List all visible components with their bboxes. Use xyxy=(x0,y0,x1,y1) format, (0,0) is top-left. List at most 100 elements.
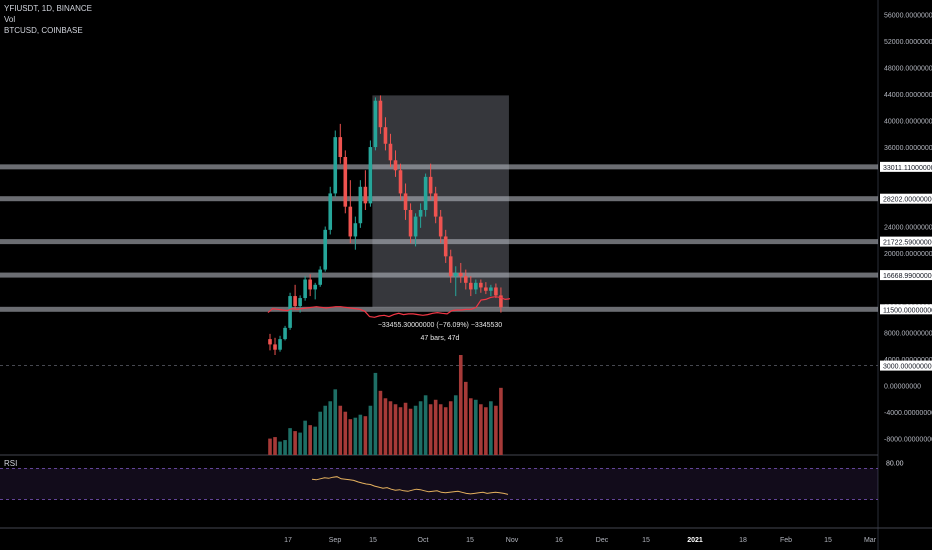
candle-body xyxy=(323,229,328,270)
x-tick-label: 15 xyxy=(369,537,377,544)
candle-body xyxy=(368,147,373,204)
level-price-label: 11500.00000000 xyxy=(883,307,932,314)
level-price-box xyxy=(880,304,932,315)
candle-body xyxy=(428,176,433,194)
candle-body xyxy=(494,287,498,296)
candle-body xyxy=(318,269,322,285)
volume-bar xyxy=(499,387,503,455)
candle-body xyxy=(458,272,463,277)
candle-body xyxy=(438,216,443,237)
x-tick-label: Nov xyxy=(506,537,519,544)
measure-change: −33455.30000000 (−76.09%) −3345530 xyxy=(377,322,503,329)
rsi-band xyxy=(0,468,878,500)
time-axis[interactable]: 17 Sep 15 Oct 15 Nov 16 Dec 15 2021 18 Feb 15 Mar xyxy=(284,537,877,544)
volume-bars xyxy=(268,355,503,455)
horizontal-level-line xyxy=(0,272,878,278)
volume-bar xyxy=(438,404,443,455)
candle-body xyxy=(479,282,483,288)
candle-body xyxy=(418,209,423,217)
candle-body xyxy=(398,170,403,194)
volume-bar xyxy=(433,399,438,455)
level-price-box xyxy=(880,161,932,172)
volume-bar xyxy=(474,399,478,455)
candle-body xyxy=(328,193,333,230)
y-tick-label: 36000.00000000 xyxy=(884,145,932,152)
candle-body xyxy=(469,282,473,290)
volume-bar xyxy=(318,411,322,455)
candle-body xyxy=(408,209,413,237)
volume-bar xyxy=(358,414,363,455)
volume-bar xyxy=(484,407,488,455)
candle-body xyxy=(288,296,292,328)
x-tick-label: Feb xyxy=(780,537,792,544)
horizontal-level-line xyxy=(0,164,878,170)
volume-bar xyxy=(348,419,353,455)
volume-bar xyxy=(338,405,343,455)
volume-bar xyxy=(428,404,433,455)
measure-bars: 47 bars, 47d xyxy=(420,335,460,342)
chart-legend: YFIUSDT, 1D, BINANCE Vol BTCUSD, COINBAS… xyxy=(4,3,92,36)
level-price-box xyxy=(880,270,932,281)
volume-bar xyxy=(323,405,328,455)
measure-selection[interactable] xyxy=(372,95,509,308)
volume-bar xyxy=(398,407,403,455)
candle-body xyxy=(484,287,488,291)
y-tick-label: 48000.00000000 xyxy=(884,66,932,73)
volume-bar xyxy=(463,381,468,455)
volume-bar xyxy=(288,428,292,455)
volume-bar xyxy=(489,401,493,455)
candle-body xyxy=(338,137,343,157)
volume-bar xyxy=(303,420,307,455)
volume-bar xyxy=(494,405,498,455)
candle-body xyxy=(499,295,503,308)
level-price-label: 28202.00000000 xyxy=(883,197,932,204)
rsi-line xyxy=(311,476,509,495)
legend-symbol[interactable]: YFIUSDT, 1D, BINANCE xyxy=(4,4,93,13)
volume-bar xyxy=(403,402,408,455)
y-tick-label: 44000.00000000 xyxy=(884,92,932,99)
volume-bar xyxy=(479,404,483,455)
candle-body xyxy=(388,143,393,161)
legend-compare[interactable]: BTCUSD, COINBASE xyxy=(4,26,83,35)
x-tick-label: Mar xyxy=(864,537,877,544)
btc-line-path xyxy=(267,296,511,318)
volume-bar xyxy=(353,417,358,455)
rsi-label[interactable]: RSI xyxy=(4,459,18,468)
rsi-pane[interactable]: 80.00 xyxy=(0,460,904,501)
x-tick-label: Oct xyxy=(418,537,429,544)
candle-body xyxy=(378,100,383,128)
candle-body xyxy=(273,344,277,350)
candle-body xyxy=(293,296,297,306)
candle-body xyxy=(443,236,448,257)
volume-bar xyxy=(378,390,383,455)
horizontal-levels[interactable] xyxy=(0,164,878,312)
x-tick-label: 15 xyxy=(642,537,650,544)
level-price-label: 3000.00000000 xyxy=(883,364,932,371)
level-price-label: 16668.99000000 xyxy=(883,273,932,280)
y-tick-label: 0.00000000 xyxy=(884,383,921,390)
candle-body xyxy=(474,282,478,290)
btc-compare-line xyxy=(267,296,511,318)
candle-body xyxy=(448,256,453,277)
volume-bar xyxy=(278,441,282,455)
volume-bar xyxy=(393,404,398,455)
rsi-level-label: 80.00 xyxy=(886,460,904,467)
candle-body xyxy=(343,157,348,207)
measure-box xyxy=(372,95,509,308)
level-price-label: 33011.11000000 xyxy=(883,165,932,172)
x-tick-label: 17 xyxy=(284,537,292,544)
level-price-box xyxy=(880,236,932,247)
price-axis[interactable]: 56000.00000000 52000.00000000 48000.000000… xyxy=(880,13,932,444)
volume-bar xyxy=(368,405,373,455)
volume-bar xyxy=(418,401,423,455)
level-price-box xyxy=(880,360,932,371)
y-tick-label: 56000.00000000 xyxy=(884,13,932,20)
legend-volume[interactable]: Vol xyxy=(4,15,16,24)
candle-body xyxy=(353,223,358,237)
x-tick-label: Sep xyxy=(329,537,342,544)
measure-readout: −33455.30000000 (−76.09%) −3345530 47 ba… xyxy=(360,319,520,345)
volume-bar xyxy=(373,372,378,455)
x-tick-label: 15 xyxy=(824,537,832,544)
volume-bar xyxy=(413,405,418,455)
